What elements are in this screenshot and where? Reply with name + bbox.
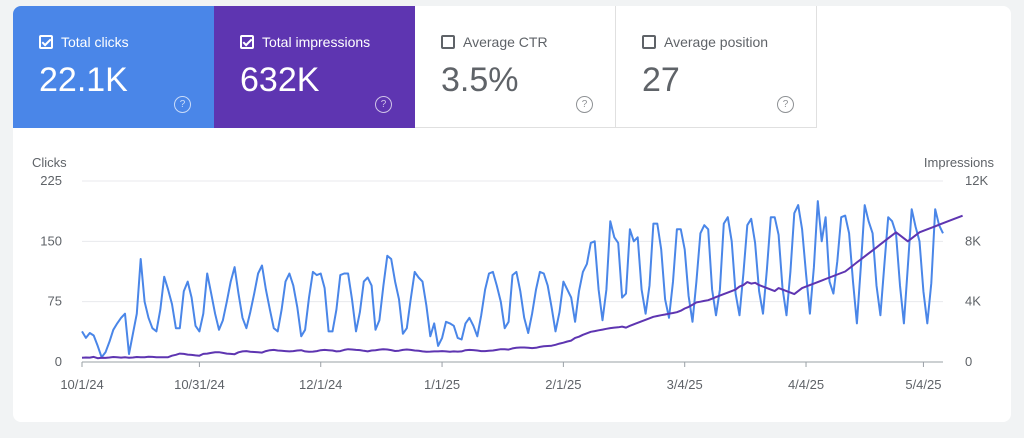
left-tick-label: 75 — [48, 294, 62, 309]
metric-tile-total-impressions[interactable]: Total impressions 632K ? — [214, 6, 415, 128]
x-tick-label: 12/1/24 — [299, 377, 342, 392]
right-axis-title: Impressions — [924, 155, 995, 170]
x-tick-label: 10/1/24 — [60, 377, 103, 392]
right-tick-label: 12K — [965, 173, 988, 188]
help-icon[interactable]: ? — [777, 96, 794, 113]
help-icon[interactable]: ? — [375, 96, 392, 113]
metric-value: 3.5% — [441, 61, 519, 99]
metric-value: 22.1K — [39, 61, 128, 99]
help-icon[interactable]: ? — [576, 96, 593, 113]
x-tick-label: 1/1/25 — [424, 377, 460, 392]
help-icon[interactable]: ? — [174, 96, 191, 113]
metric-value: 27 — [642, 61, 680, 99]
x-tick-label: 10/31/24 — [174, 377, 225, 392]
metric-tile-total-clicks[interactable]: Total clicks 22.1K ? — [13, 6, 214, 128]
left-tick-label: 225 — [40, 173, 62, 188]
right-tick-label: 0 — [965, 354, 972, 369]
metric-label: Average position — [664, 34, 769, 50]
left-axis-title: Clicks — [32, 155, 67, 170]
checkbox-icon[interactable] — [240, 35, 254, 49]
x-tick-label: 4/4/25 — [788, 377, 824, 392]
checkbox-icon[interactable] — [39, 35, 53, 49]
impressions-line — [81, 214, 963, 360]
right-tick-label: 8K — [965, 233, 981, 248]
checkbox-icon[interactable] — [642, 35, 656, 49]
x-tick-label: 2/1/25 — [545, 377, 581, 392]
metric-label: Average CTR — [463, 34, 548, 50]
left-tick-label: 0 — [55, 354, 62, 369]
metric-label: Total impressions — [262, 34, 371, 50]
left-tick-label: 150 — [40, 233, 62, 248]
metric-tile-average-position[interactable]: Average position 27 ? — [616, 6, 817, 128]
right-tick-label: 4K — [965, 294, 981, 309]
metric-value: 632K — [240, 61, 320, 99]
performance-chart: Clicks Impressions 0 0 75 4K 150 8K 225 12K 10/1/2… — [32, 155, 995, 392]
x-tick-label: 5/4/25 — [905, 377, 941, 392]
clicks-line — [81, 200, 944, 359]
metric-label: Total clicks — [61, 34, 129, 50]
metric-tile-average-ctr[interactable]: Average CTR 3.5% ? — [415, 6, 616, 128]
performance-card: Total clicks 22.1K ? Total impressions 6… — [13, 6, 1011, 422]
metric-tiles: Total clicks 22.1K ? Total impressions 6… — [13, 6, 818, 128]
checkbox-icon[interactable] — [441, 35, 455, 49]
x-tick-label: 3/4/25 — [667, 377, 703, 392]
